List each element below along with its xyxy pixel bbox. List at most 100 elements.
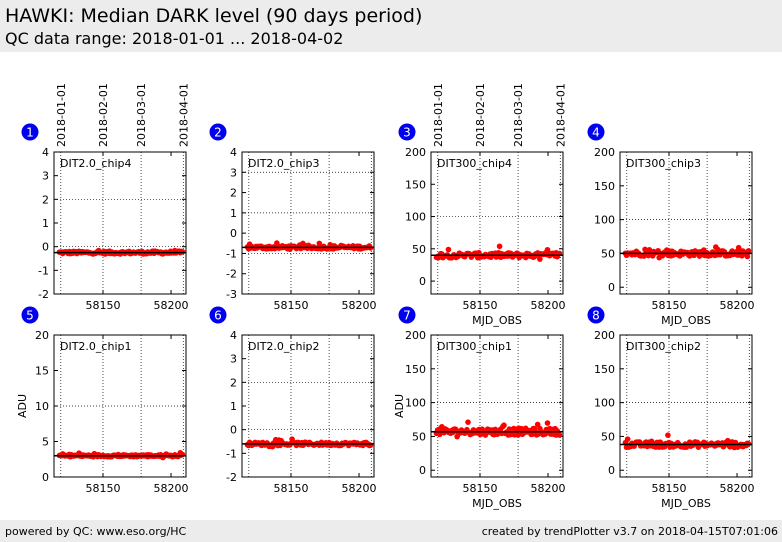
- panel-badge: [587, 306, 605, 324]
- y-axis-label: ADU: [393, 394, 406, 418]
- y-tick-label: 100: [594, 214, 615, 227]
- date-label: 2018-02-01: [474, 83, 487, 147]
- y-tick-label: 50: [601, 430, 615, 443]
- y-tick-label: 2: [230, 376, 237, 389]
- x-tick-label: 58200: [154, 482, 189, 495]
- y-tick-label: -2: [38, 288, 49, 301]
- data-point: [665, 432, 671, 438]
- panel-label: DIT300_chip1: [437, 340, 512, 353]
- data-point: [745, 440, 752, 447]
- data-point: [496, 243, 503, 250]
- panel-label: DIT2.0_chip4: [60, 157, 131, 170]
- panel-label: DIT300_chip4: [437, 157, 512, 170]
- x-tick-label: 58150: [85, 299, 120, 312]
- data-point: [744, 253, 751, 260]
- data-point: [445, 246, 452, 253]
- x-tick-label: 58150: [273, 299, 308, 312]
- y-tick-label: 200: [594, 146, 615, 159]
- y-tick-label: 200: [594, 329, 615, 342]
- y-tick-label: 5: [42, 436, 49, 449]
- y-tick-label: 0: [419, 464, 426, 477]
- panel-badge: [398, 123, 416, 141]
- x-tick-label: 58150: [273, 482, 308, 495]
- y-tick-label: 3: [230, 166, 237, 179]
- y-tick-label: -3: [226, 288, 237, 301]
- date-label: 2018-01-01: [55, 83, 68, 147]
- x-axis-label: MJD_OBS: [472, 497, 522, 510]
- panel-badge-number: 8: [592, 309, 600, 323]
- y-tick-label: 0: [419, 275, 426, 288]
- data-point: [179, 451, 186, 458]
- x-tick-label: 58150: [462, 299, 497, 312]
- y-tick-label: -1: [226, 447, 237, 460]
- panel-badge-number: 2: [214, 126, 222, 140]
- y-tick-label: 10: [35, 400, 49, 413]
- y-tick-label: 200: [405, 146, 426, 159]
- panel-badge-number: 7: [403, 309, 411, 323]
- y-tick-label: 4: [42, 146, 49, 159]
- plot-frame: [241, 151, 375, 295]
- plot-frame: [53, 151, 187, 295]
- plot-frame: [619, 334, 753, 478]
- y-tick-label: 0: [230, 424, 237, 437]
- x-tick-label: 58150: [85, 482, 120, 495]
- panel-label: DIT300_chip3: [626, 157, 701, 170]
- y-tick-label: 50: [412, 243, 426, 256]
- footer-bar: powered by QC: www.eso.org/HC created by…: [0, 520, 782, 542]
- y-tick-label: 2: [230, 187, 237, 200]
- plot-frame: [241, 334, 375, 478]
- y-tick-label: 3: [42, 170, 49, 183]
- x-axis-label: MJD_OBS: [661, 497, 711, 510]
- x-tick-label: 58200: [342, 482, 377, 495]
- y-tick-label: 150: [594, 363, 615, 376]
- panel-badge: [209, 306, 227, 324]
- x-tick-label: 58200: [720, 482, 755, 495]
- x-axis-label: MJD_OBS: [472, 314, 522, 327]
- data-point: [544, 246, 551, 253]
- footer-generator: created by trendPlotter v3.7 on 2018-04-…: [481, 525, 778, 538]
- y-tick-label: 50: [412, 430, 426, 443]
- y-tick-label: -2: [226, 471, 237, 484]
- y-tick-label: 1: [230, 400, 237, 413]
- y-tick-label: 2: [42, 193, 49, 206]
- y-tick-label: 150: [405, 363, 426, 376]
- x-tick-label: 58200: [342, 299, 377, 312]
- panel-label: DIT2.0_chip1: [60, 340, 131, 353]
- y-tick-label: 50: [601, 247, 615, 260]
- data-point: [179, 248, 186, 255]
- y-tick-label: 150: [594, 180, 615, 193]
- date-label: 2018-03-01: [135, 83, 148, 147]
- panel-label: DIT2.0_chip3: [248, 157, 319, 170]
- data-point: [624, 436, 631, 442]
- y-tick-label: 200: [405, 329, 426, 342]
- data-point: [515, 432, 521, 438]
- panel-badge: [587, 123, 605, 141]
- panel-badge: [398, 306, 416, 324]
- data-point: [465, 419, 471, 425]
- x-tick-label: 58200: [154, 299, 189, 312]
- date-label: 2018-04-01: [177, 83, 190, 147]
- y-tick-label: 1: [230, 207, 237, 220]
- y-tick-label: -1: [226, 247, 237, 260]
- x-tick-label: 58200: [720, 299, 755, 312]
- page-subtitle: QC data range: 2018-01-01 ... 2018-04-02: [5, 29, 344, 48]
- date-label: 2018-04-01: [554, 83, 567, 147]
- y-tick-label: 100: [405, 397, 426, 410]
- y-tick-label: -1: [38, 264, 49, 277]
- y-tick-label: 0: [608, 464, 615, 477]
- y-tick-label: 3: [230, 353, 237, 366]
- data-point: [534, 421, 541, 428]
- y-tick-label: 15: [35, 365, 49, 378]
- panel-badge-number: 5: [26, 309, 34, 323]
- data-point: [436, 431, 443, 438]
- y-tick-label: 4: [230, 329, 237, 342]
- data-point: [556, 432, 563, 438]
- data-point: [506, 426, 513, 432]
- panel-badge-number: 3: [403, 126, 411, 140]
- date-label: 2018-01-01: [432, 83, 445, 147]
- y-tick-label: 0: [230, 227, 237, 240]
- y-tick-label: 0: [42, 471, 49, 484]
- y-tick-label: 1: [42, 217, 49, 230]
- plot-frame: [430, 334, 564, 478]
